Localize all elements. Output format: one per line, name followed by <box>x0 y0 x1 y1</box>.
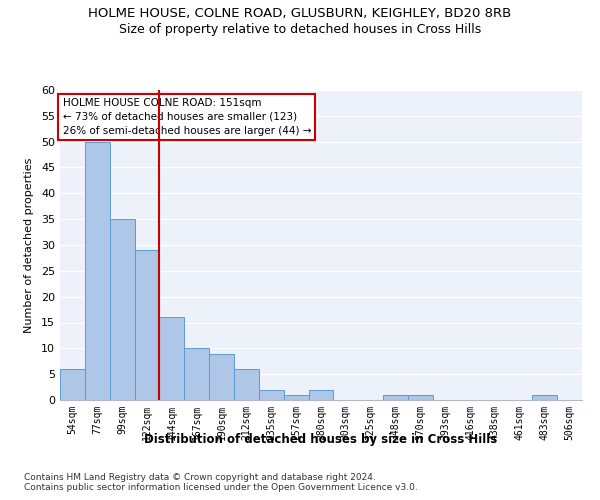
Bar <box>85 142 110 400</box>
Bar <box>308 390 334 400</box>
Text: Contains public sector information licensed under the Open Government Licence v3: Contains public sector information licen… <box>24 484 418 492</box>
Text: Distribution of detached houses by size in Cross Hills: Distribution of detached houses by size … <box>145 432 497 446</box>
Text: Contains HM Land Registry data © Crown copyright and database right 2024.: Contains HM Land Registry data © Crown c… <box>24 472 376 482</box>
Text: HOLME HOUSE, COLNE ROAD, GLUSBURN, KEIGHLEY, BD20 8RB: HOLME HOUSE, COLNE ROAD, GLUSBURN, KEIGH… <box>88 8 512 20</box>
Y-axis label: Number of detached properties: Number of detached properties <box>24 158 34 332</box>
Bar <box>110 219 134 400</box>
Bar <box>184 348 209 400</box>
Text: HOLME HOUSE COLNE ROAD: 151sqm
← 73% of detached houses are smaller (123)
26% of: HOLME HOUSE COLNE ROAD: 151sqm ← 73% of … <box>62 98 311 136</box>
Bar <box>532 395 557 400</box>
Bar <box>234 369 259 400</box>
Bar <box>383 395 408 400</box>
Bar <box>160 318 184 400</box>
Bar <box>209 354 234 400</box>
Bar <box>284 395 308 400</box>
Bar <box>134 250 160 400</box>
Bar <box>60 369 85 400</box>
Bar <box>408 395 433 400</box>
Text: Size of property relative to detached houses in Cross Hills: Size of property relative to detached ho… <box>119 22 481 36</box>
Bar <box>259 390 284 400</box>
